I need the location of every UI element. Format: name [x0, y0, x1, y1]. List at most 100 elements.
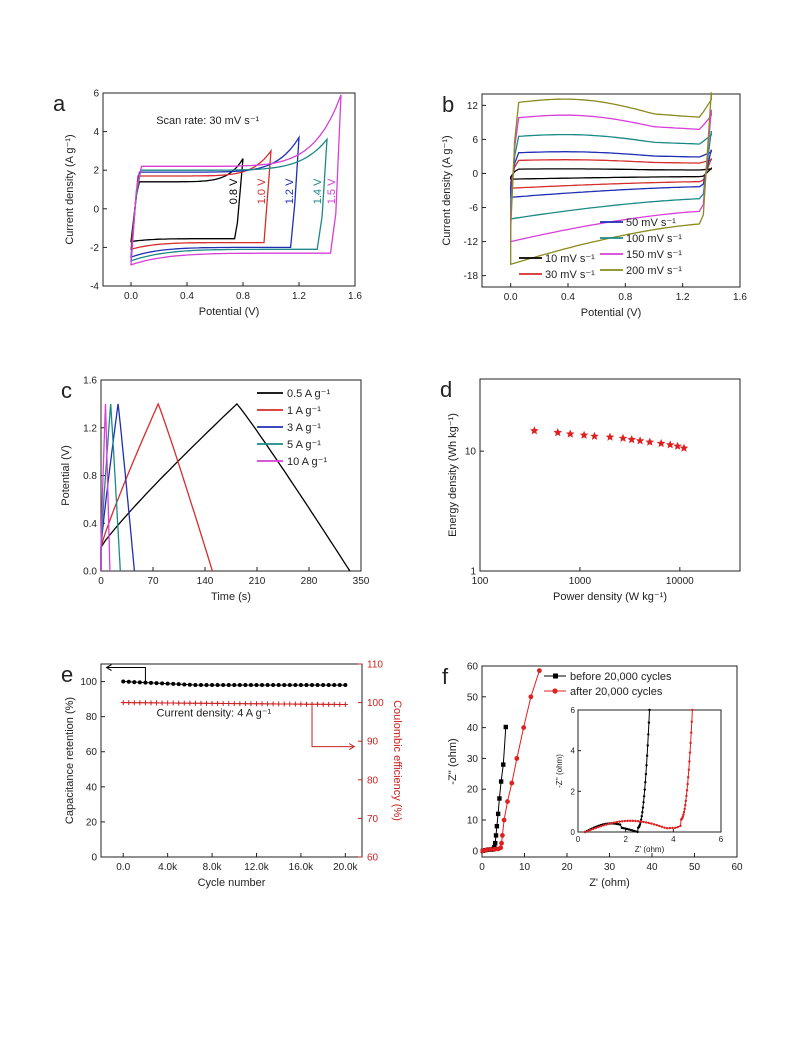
retention-point [160, 681, 165, 686]
efficiency-point [131, 700, 137, 706]
inset-point [679, 824, 682, 828]
inset-point [583, 830, 587, 834]
inset-point [644, 821, 648, 824]
efficiency-point [303, 701, 309, 707]
legend-entry: 10 mV s⁻¹ [545, 253, 595, 265]
x-tick-label: 4.0k [158, 862, 178, 873]
inset-point [689, 741, 692, 745]
y-axis-label: Potential (V) [60, 445, 72, 506]
y-tick-label: 20 [86, 817, 98, 828]
x-tick-label: 140 [197, 576, 214, 587]
y-tick-label: -2 [90, 243, 99, 254]
efficiency-point [154, 700, 160, 706]
y-tick-label: 60 [467, 662, 479, 673]
efficiency-point [270, 701, 276, 707]
inset-point [586, 829, 589, 833]
x-tick-label: 0.4 [180, 291, 194, 302]
inset-point [641, 806, 645, 809]
y-axis-label: Current density (A g⁻¹) [64, 134, 76, 244]
y-tick-label: 6 [93, 89, 99, 100]
retention-point [276, 683, 281, 688]
inset-point [618, 823, 622, 826]
x-tick-label: 1.2 [676, 292, 690, 303]
efficiency-point [215, 700, 221, 706]
series-label: 1.4 V [312, 178, 324, 204]
efficiency-point [198, 700, 204, 706]
inset-point [645, 754, 649, 757]
panel-b: 0.0 0.4 0.8 1.2 1.6 -18 -12 -6 0 6 12 Potential (V)… [441, 92, 747, 319]
x-tick-label: 16.0k [289, 862, 314, 873]
x-tick-label: 210 [249, 576, 266, 587]
y-tick-label: -6 [469, 203, 478, 214]
panel-letter: e [61, 662, 73, 687]
y-tick-label: -12 [464, 237, 479, 248]
inset-point [623, 819, 627, 823]
marker-square [493, 833, 499, 838]
retention-point [310, 683, 315, 688]
inset-point [687, 768, 691, 771]
efficiency-point [342, 702, 348, 708]
x-tick-label: 350 [353, 576, 370, 587]
efficiency-point [259, 701, 265, 707]
marker-circle [528, 694, 534, 700]
data-point [605, 432, 615, 441]
plot-frame [479, 378, 741, 572]
inset-point [591, 827, 595, 831]
inset-point [668, 826, 672, 830]
y-tick-label: 1.6 [83, 376, 97, 387]
efficiency-point [298, 701, 304, 707]
legend-entry: 30 mV s⁻¹ [545, 269, 595, 281]
retention-point [271, 683, 276, 688]
series-line-2 [130, 134, 300, 259]
legend-entry: 200 mV s⁻¹ [626, 265, 682, 277]
marker-square [494, 823, 500, 829]
efficiency-point [281, 701, 287, 707]
retention-point [204, 683, 209, 688]
marker-circle [500, 833, 505, 838]
efficiency-point [159, 700, 165, 706]
legend-entry: 0.5 A g⁻¹ [287, 388, 330, 400]
inset-point [626, 819, 629, 823]
x-axis-label: Power density (W kg⁻¹) [553, 591, 667, 603]
retention-point [248, 683, 253, 688]
y-right-tick-label: 70 [367, 814, 379, 825]
retention-point [298, 683, 303, 688]
legend-marker [552, 688, 558, 694]
inset-point [636, 819, 640, 823]
efficiency-point [231, 701, 237, 707]
data-point [665, 440, 675, 449]
legend-entry: after 20,000 cycles [570, 686, 663, 698]
y-right-axis-label: Coulombic efficiency (%) [391, 700, 403, 821]
inset-point [688, 760, 691, 763]
retention-point [221, 683, 226, 688]
inset-point [621, 820, 624, 823]
retention-point [343, 683, 348, 688]
retention-point [287, 683, 292, 688]
data-point [566, 429, 575, 438]
y-tick-label: 0.8 [83, 471, 97, 482]
arrow-right [311, 704, 355, 748]
inset-point [644, 772, 648, 776]
x-tick-label: 280 [301, 576, 318, 587]
inset-point [648, 708, 651, 712]
retention-point [332, 683, 337, 688]
retention-point [171, 681, 176, 686]
retention-point [254, 683, 259, 688]
retention-point [176, 682, 181, 687]
inset-y-axis-label: -Z'' (ohm) [555, 754, 564, 788]
panel-letter: f [442, 664, 449, 689]
series-line-4 [100, 403, 111, 572]
series-label: 0.8 V [228, 178, 240, 204]
legend-entry: 1 A g⁻¹ [287, 405, 321, 417]
series-line-0 [100, 402, 351, 572]
retention-point [154, 681, 159, 686]
series-line-3 [100, 403, 121, 572]
marker-circle [498, 845, 504, 851]
y-tick-label: 2 [93, 166, 99, 177]
x-tick-label: 0 [479, 862, 485, 873]
data-point [645, 437, 654, 446]
series-line-1 [130, 148, 272, 251]
series-line-2 [100, 403, 136, 572]
inset-x-tick-label: 6 [719, 835, 724, 844]
